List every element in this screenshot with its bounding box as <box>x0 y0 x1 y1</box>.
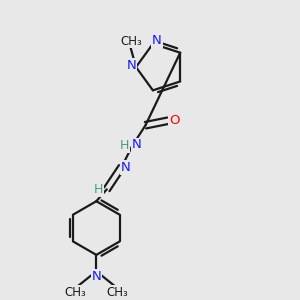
Text: N: N <box>120 161 130 174</box>
Text: N: N <box>127 59 137 72</box>
Text: CH₃: CH₃ <box>106 286 128 299</box>
Text: N: N <box>152 34 162 47</box>
Text: CH₃: CH₃ <box>120 34 142 48</box>
Text: H: H <box>94 183 103 196</box>
Text: CH₃: CH₃ <box>64 286 86 299</box>
Text: N: N <box>92 270 101 283</box>
Text: N: N <box>132 138 142 152</box>
Text: H: H <box>120 139 129 152</box>
Text: O: O <box>169 114 180 127</box>
